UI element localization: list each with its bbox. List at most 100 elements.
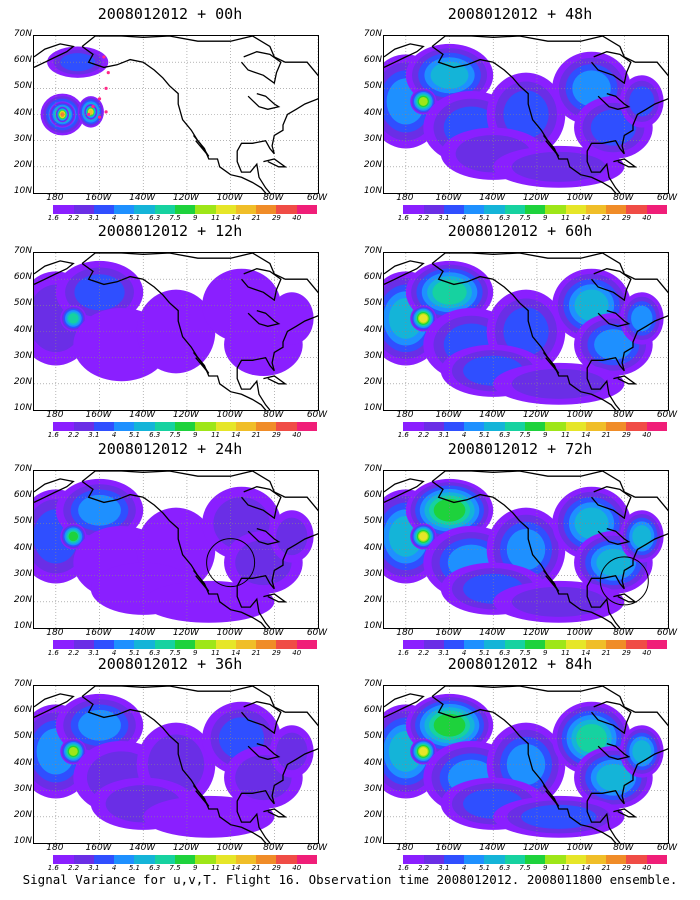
lat-tick-label: 10N — [363, 186, 382, 196]
colorbar-level-label: 9 — [193, 431, 198, 439]
lat-tick-label: 70N — [363, 464, 382, 474]
map-plot-area — [383, 35, 669, 194]
colorbar-swatch — [464, 422, 485, 431]
panel-title: 2008012012 + 48h — [447, 5, 593, 23]
coastline — [81, 262, 267, 410]
colorbar-level-label: 11 — [561, 864, 571, 872]
lat-tick-label: 70N — [363, 246, 382, 256]
colorbar-level-label: 3.1 — [88, 864, 100, 872]
colorbar-swatch — [73, 205, 94, 214]
coastline — [263, 375, 288, 385]
colorbar-level-label: 6.3 — [499, 431, 511, 439]
panel-title: 2008012012 + 84h — [447, 655, 593, 673]
lat-tick-label: 30N — [13, 133, 32, 144]
colorbar-swatch — [443, 422, 465, 431]
colorbar-level-label: 7.5 — [519, 649, 531, 657]
colorbar-swatch — [504, 205, 525, 214]
lon-tick-label: 60W — [656, 193, 678, 203]
variance-contour — [596, 763, 631, 792]
lon-tick-label: 120W — [522, 410, 549, 420]
colorbar-swatch — [423, 422, 444, 431]
colorbar-level-label: 21 — [601, 864, 611, 872]
coastline — [247, 92, 281, 110]
lat-tick-label: 20N — [13, 594, 32, 605]
lon-tick-label: 80W — [263, 193, 284, 203]
colorbar-swatch — [565, 855, 586, 864]
colorbar — [33, 422, 317, 431]
map-plot-area — [383, 470, 669, 629]
colorbar-level-label: 29 — [621, 431, 631, 439]
colorbar-swatch — [383, 422, 404, 431]
colorbar-swatch — [606, 855, 627, 864]
lat-tick-label: 60N — [363, 490, 382, 501]
colorbar-level-label: 3.1 — [438, 431, 450, 439]
lon-tick-label: 140W — [129, 628, 156, 638]
colorbar-swatch — [235, 422, 257, 431]
colorbar-level-label: 14 — [231, 649, 241, 657]
colorbar-swatch — [545, 640, 566, 649]
colorbar-swatch — [256, 640, 277, 649]
colorbar-level-label: 3.1 — [438, 649, 450, 657]
coastline — [431, 45, 617, 193]
colorbar-swatch — [524, 640, 546, 649]
verification-circle — [206, 538, 256, 588]
lon-tick-label: 120W — [172, 628, 199, 638]
colorbar-swatch — [174, 205, 196, 214]
colorbar-swatch — [134, 422, 155, 431]
colorbar-swatch — [504, 640, 525, 649]
colorbar-labels: 1.6 2.2 3.1 4 5.1 6.3 7.5 9 11 14 21 29 40 — [383, 214, 667, 224]
lat-tick-label: 10N — [13, 186, 32, 196]
colorbar-level-label: 2.2 — [417, 864, 430, 872]
lon-tick-label: 80W — [263, 843, 284, 853]
lat-tick-label: 50N — [13, 298, 32, 309]
colorbar — [383, 422, 667, 431]
colorbar-swatch — [276, 855, 297, 864]
lat-tick-label: 70N — [13, 679, 32, 689]
lon-tick-label: 100W — [566, 410, 593, 420]
colorbar-swatch — [565, 640, 586, 649]
colorbar-level-label: 1.6 — [397, 649, 409, 657]
colorbar-level-label: 7.5 — [519, 431, 531, 439]
colorbar-level-label: 4 — [111, 864, 117, 872]
colorbar-swatch — [296, 640, 317, 649]
coastline — [613, 375, 638, 385]
lon-tick-label: 80W — [613, 410, 634, 420]
colorbar-swatch — [403, 640, 424, 649]
lon-tick-label: 60W — [656, 843, 678, 853]
colorbar-swatch — [504, 855, 525, 864]
colorbar — [383, 205, 667, 214]
colorbar-swatch — [296, 422, 317, 431]
map-svg — [384, 253, 668, 410]
lon-tick-label: 160W — [85, 193, 112, 203]
colorbar — [383, 855, 667, 864]
map-panel: 2008012012 + 12h 70N 60N 50N 40N 30N 20N 10N 180… — [0, 222, 340, 439]
colorbar-swatch — [423, 640, 444, 649]
flight-track-point — [91, 105, 95, 109]
coastline — [263, 808, 288, 818]
colorbar-swatch — [443, 205, 465, 214]
lat-tick-label: 40N — [13, 542, 32, 553]
colorbar-level-label: 1.6 — [397, 214, 409, 222]
coastline — [431, 36, 668, 193]
map-panel: 2008012012 + 00h 70N 60N 50N 40N 30N 20N 10N 180… — [0, 5, 340, 222]
colorbar — [33, 855, 317, 864]
lat-tick-label: 10N — [13, 621, 32, 631]
coastline — [192, 784, 210, 807]
map-plot-area — [33, 252, 319, 411]
colorbar-level-label: 9 — [193, 214, 198, 222]
coastline — [34, 43, 75, 68]
lon-tick-label: 180 — [46, 410, 64, 420]
variance-contour — [632, 740, 652, 763]
map-panel: 2008012012 + 60h 70N 60N 50N 40N 30N 20N 10N 180… — [350, 222, 690, 439]
colorbar-swatch — [174, 855, 196, 864]
colorbar-level-label: 40 — [292, 431, 302, 439]
colorbar-level-label: 40 — [642, 214, 652, 222]
coastline — [591, 51, 632, 85]
lat-tick-label: 40N — [13, 107, 32, 118]
lat-tick-label: 40N — [13, 757, 32, 768]
coastline — [81, 695, 267, 843]
verification-circle — [599, 556, 649, 606]
flight-track-point — [104, 110, 108, 114]
colorbar-level-label: 40 — [292, 864, 302, 872]
coastline — [247, 742, 281, 760]
